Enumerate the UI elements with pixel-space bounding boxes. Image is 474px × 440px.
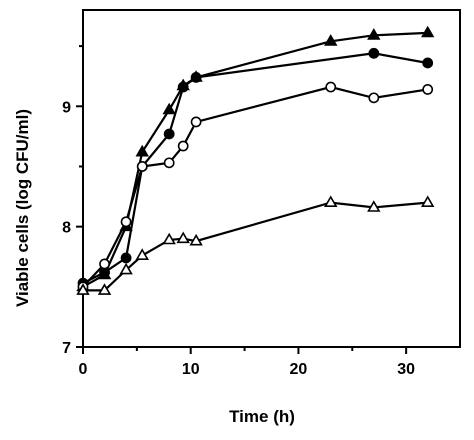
data-point <box>136 161 148 172</box>
data-point <box>367 200 381 212</box>
data-point <box>176 231 190 244</box>
series-line <box>82 31 428 288</box>
data-point <box>189 233 203 246</box>
series-line <box>82 85 428 288</box>
data-point <box>422 84 434 95</box>
data-point <box>119 262 133 275</box>
series-filled-triangle <box>76 25 435 292</box>
data-point <box>99 258 110 270</box>
data-point <box>120 216 132 228</box>
series-filled-circle <box>77 47 434 289</box>
data-point <box>367 28 381 40</box>
x-axis-title: Time (h) <box>229 407 295 426</box>
x-tick-label: 0 <box>79 361 88 378</box>
axes: 0 10 20 30 7 8 9 <box>62 9 461 378</box>
data-point <box>325 81 337 93</box>
y-tick-label: 8 <box>62 220 71 237</box>
series-open-circle <box>77 81 434 293</box>
data-point <box>368 47 380 59</box>
data-point <box>324 195 338 207</box>
series-layer <box>76 25 435 295</box>
plot-frame <box>82 9 461 348</box>
data-point <box>177 140 189 152</box>
data-point <box>368 92 380 104</box>
data-point <box>76 283 90 295</box>
y-tick-label: 7 <box>62 340 71 357</box>
series-open-triangle <box>76 195 435 295</box>
data-point <box>190 116 202 128</box>
data-point <box>421 25 435 38</box>
data-point <box>162 102 176 115</box>
data-point <box>120 252 132 264</box>
x-tick-label: 20 <box>290 361 308 378</box>
x-tick-label: 10 <box>182 361 200 378</box>
data-point <box>324 34 338 46</box>
data-point <box>177 81 189 93</box>
x-tick-label: 30 <box>397 361 415 378</box>
y-tick-label: 9 <box>62 99 71 116</box>
series-line <box>82 52 428 285</box>
data-point <box>422 57 434 69</box>
data-point <box>135 144 149 157</box>
data-point <box>162 232 176 245</box>
data-point <box>135 248 149 261</box>
y-axis-title: Viable cells (log CFU/ml) <box>13 109 32 307</box>
data-point <box>421 195 435 207</box>
series-line <box>83 201 428 292</box>
data-point <box>97 283 112 295</box>
data-point <box>163 128 175 140</box>
data-point <box>190 72 202 83</box>
data-point <box>163 157 175 169</box>
